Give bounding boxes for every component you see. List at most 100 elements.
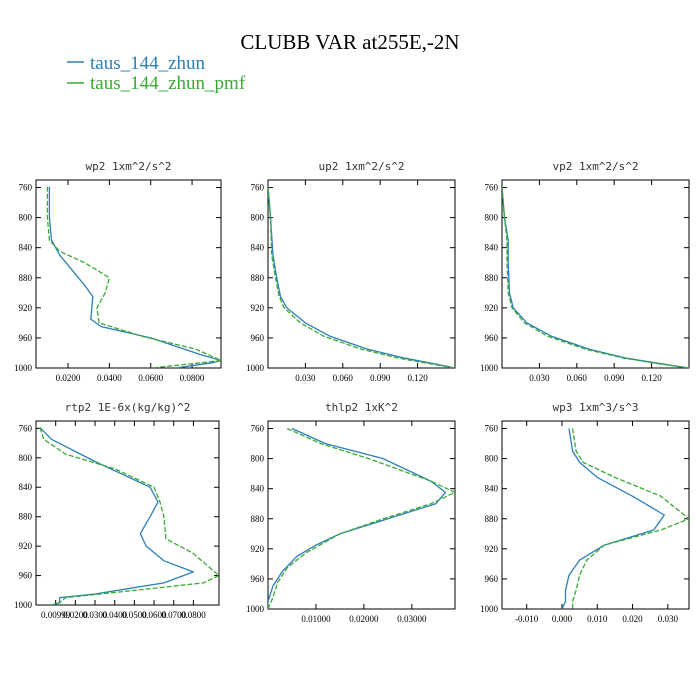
- y-tick-label: 1000: [14, 600, 33, 610]
- y-tick-label: 760: [19, 183, 33, 193]
- x-tick-label: 0.0200: [63, 610, 88, 620]
- y-tick-label: 760: [485, 183, 499, 193]
- y-tick-label: 760: [19, 423, 33, 433]
- y-tick-label: 880: [251, 514, 265, 524]
- x-tick-label: 0.060: [333, 373, 354, 383]
- x-tick-label: 0.0200: [56, 373, 81, 383]
- panels: wp2 1xm^2/s^2 760 800 840 880 920 960 1000 0.020…: [14, 160, 690, 624]
- y-tick-label: 880: [19, 512, 33, 522]
- legend-label-zhun-pmf: taus_144_zhun_pmf: [90, 73, 246, 94]
- panel-title: rtp2 1E-6x(kg/kg)^2: [65, 401, 191, 414]
- y-tick-label: 920: [19, 541, 33, 551]
- x-tick-label: 0.02000: [349, 614, 379, 624]
- y-tick-label: 960: [19, 333, 33, 343]
- panel-2: up2 1xm^2/s^2 760 800 840 880 920 960 1000 0.030…: [246, 160, 456, 383]
- series-line-zhun: [268, 427, 447, 609]
- x-tick-label: 0.020: [622, 614, 643, 624]
- plot-frame: [501, 420, 690, 610]
- y-tick-label: 920: [251, 544, 265, 554]
- y-tick-label: 800: [19, 453, 33, 463]
- x-tick-label: 0.000: [552, 614, 573, 624]
- legend: taus_144_zhun taus_144_zhun_pmf: [67, 53, 246, 94]
- y-tick-label: 920: [251, 303, 265, 313]
- y-tick-label: 800: [251, 454, 265, 464]
- series-line-zhun-pmf: [268, 427, 455, 609]
- y-tick-label: 760: [251, 424, 265, 434]
- y-tick-label: 760: [251, 183, 265, 193]
- x-tick-label: 0.120: [407, 373, 428, 383]
- y-tick-label: 880: [19, 273, 33, 283]
- series-line-zhun: [561, 428, 665, 609]
- x-tick-label: -0.010: [515, 614, 539, 624]
- y-tick-label: 960: [19, 571, 33, 581]
- figure-title: CLUBB VAR at255E,-2N: [240, 30, 459, 54]
- panel-title: wp2 1xm^2/s^2: [85, 160, 171, 173]
- x-tick-label: 0.030: [658, 614, 679, 624]
- series-line-zhun-pmf: [46, 186, 221, 368]
- panel-5: thlp2 1xK^2 760 800 840 880 920 960 1000 0.01000…: [246, 401, 456, 624]
- x-tick-label: 0.0400: [102, 610, 127, 620]
- y-tick-label: 920: [485, 544, 499, 554]
- panel-title: thlp2 1xK^2: [325, 401, 398, 414]
- y-tick-label: 840: [485, 484, 499, 494]
- y-tick-label: 800: [485, 454, 499, 464]
- y-tick-label: 880: [251, 273, 265, 283]
- x-tick-label: 0.0600: [142, 610, 167, 620]
- series-line-zhun: [48, 186, 221, 368]
- panel-title: wp3 1xm^3/s^3: [552, 401, 638, 414]
- series-line-zhun-pmf: [502, 186, 689, 368]
- x-tick-label: 0.0400: [97, 373, 122, 383]
- x-tick-label: 0.090: [370, 373, 391, 383]
- panel-title: vp2 1xm^2/s^2: [552, 160, 638, 173]
- y-tick-label: 920: [485, 303, 499, 313]
- y-tick-label: 960: [251, 333, 265, 343]
- y-tick-label: 1000: [246, 604, 265, 614]
- x-tick-label: 0.030: [529, 373, 550, 383]
- plot-frame: [35, 420, 220, 606]
- plot-frame: [501, 179, 690, 369]
- y-tick-label: 800: [485, 213, 499, 223]
- series-line-zhun: [502, 186, 689, 368]
- panel-4: rtp2 1E-6x(kg/kg)^2 760 800 840 880 920 960 100…: [14, 401, 220, 620]
- x-tick-label: 0.0800: [181, 610, 206, 620]
- panel-3: vp2 1xm^2/s^2 760 800 840 880 920 960 1000 0.030…: [480, 160, 690, 383]
- x-tick-label: 0.090: [604, 373, 625, 383]
- y-tick-label: 960: [485, 574, 499, 584]
- y-tick-label: 1000: [246, 363, 265, 373]
- y-tick-label: 1000: [14, 363, 33, 373]
- x-tick-label: 0.060: [567, 373, 588, 383]
- y-tick-label: 800: [251, 213, 265, 223]
- series-line-zhun-pmf: [39, 427, 219, 605]
- plot-frame: [267, 420, 456, 610]
- plot-frame: [35, 179, 222, 369]
- x-tick-label: 0.030: [295, 373, 316, 383]
- x-tick-label: 0.00999: [41, 610, 71, 620]
- x-tick-label: 0.120: [641, 373, 662, 383]
- x-tick-label: 0.0300: [83, 610, 108, 620]
- x-tick-label: 0.01000: [301, 614, 331, 624]
- panel-1: wp2 1xm^2/s^2 760 800 840 880 920 960 1000 0.020…: [14, 160, 222, 383]
- y-tick-label: 840: [251, 484, 265, 494]
- y-tick-label: 880: [485, 273, 499, 283]
- y-tick-label: 1000: [480, 363, 499, 373]
- series-line-zhun: [39, 427, 195, 605]
- y-tick-label: 880: [485, 514, 499, 524]
- y-tick-label: 760: [485, 424, 499, 434]
- panel-title: up2 1xm^2/s^2: [318, 160, 404, 173]
- plot-frame: [267, 179, 456, 369]
- y-tick-label: 840: [251, 243, 265, 253]
- x-tick-label: 0.010: [587, 614, 608, 624]
- panel-6: wp3 1xm^3/s^3 760 800 840 880 920 960 1000 -0.01…: [480, 401, 690, 624]
- x-tick-label: 0.0600: [138, 373, 163, 383]
- series-line-zhun-pmf: [571, 428, 689, 609]
- x-tick-label: 0.0800: [180, 373, 205, 383]
- y-tick-label: 800: [19, 213, 33, 223]
- y-tick-label: 840: [19, 243, 33, 253]
- y-tick-label: 960: [485, 333, 499, 343]
- x-tick-label: 0.03000: [397, 614, 427, 624]
- y-tick-label: 920: [19, 303, 33, 313]
- y-tick-label: 840: [19, 482, 33, 492]
- y-tick-label: 960: [251, 574, 265, 584]
- legend-label-zhun: taus_144_zhun: [90, 53, 206, 74]
